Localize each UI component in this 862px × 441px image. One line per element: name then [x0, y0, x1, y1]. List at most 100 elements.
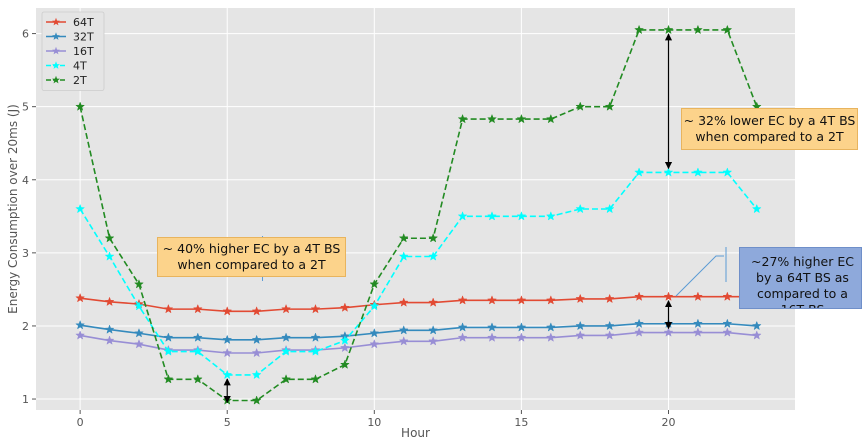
- data-point: [104, 324, 115, 334]
- data-point: [192, 374, 203, 384]
- data-point: [251, 334, 262, 345]
- x-tick-label: 10: [367, 416, 381, 429]
- data-point: [604, 101, 615, 111]
- data-point: [575, 293, 586, 304]
- data-point: [722, 291, 733, 301]
- data-point: [663, 291, 674, 301]
- legend-item-2t: 2T: [46, 74, 87, 87]
- data-point: [339, 359, 350, 369]
- series-line-32t: [80, 322, 757, 341]
- legend-label: 4T: [73, 60, 87, 73]
- data-point: [487, 113, 497, 124]
- data-point: [281, 303, 292, 314]
- x-tick-label: 5: [224, 416, 231, 429]
- annotation-4t-vs-2t-higher: ~ 40% higher EC by a 4T BS when compared…: [157, 237, 346, 277]
- data-point: [634, 327, 645, 337]
- data-point: [75, 292, 86, 303]
- legend-item-32t: 32T: [46, 31, 94, 44]
- data-point: [604, 320, 615, 331]
- legend-item-64t: 64T: [46, 16, 94, 29]
- data-point: [163, 303, 174, 314]
- data-point: [428, 297, 439, 307]
- data-point: [487, 295, 497, 305]
- data-point: [634, 24, 645, 35]
- data-point: [487, 322, 497, 332]
- legend-marker: [52, 17, 60, 26]
- data-point: [634, 291, 645, 301]
- data-point: [281, 374, 292, 384]
- data-point: [575, 101, 586, 111]
- data-point: [428, 233, 439, 243]
- legend-item-4t: 4T: [46, 60, 87, 73]
- data-point: [692, 167, 703, 177]
- data-point: [75, 203, 86, 214]
- data-point: [457, 332, 468, 342]
- data-point: [75, 319, 86, 330]
- data-point: [339, 335, 350, 345]
- data-point: [251, 306, 262, 316]
- data-point: [222, 334, 233, 345]
- data-point: [339, 302, 350, 312]
- data-point: [634, 318, 645, 328]
- legend-marker: [52, 32, 60, 40]
- data-point: [545, 295, 556, 305]
- legend-label: 16T: [73, 45, 94, 58]
- data-point: [663, 167, 674, 177]
- data-point: [134, 339, 144, 349]
- data-point: [575, 330, 586, 340]
- y-tick-label: 3: [22, 247, 29, 260]
- legend-label: 32T: [73, 31, 94, 44]
- data-point: [545, 332, 556, 342]
- data-point: [222, 306, 233, 316]
- data-point: [222, 369, 233, 380]
- data-point: [281, 332, 292, 342]
- data-point: [398, 297, 409, 307]
- series-16t: [75, 327, 762, 358]
- data-point: [428, 325, 439, 335]
- data-point: [222, 347, 233, 358]
- series-4t: [75, 167, 762, 380]
- data-point: [604, 293, 615, 304]
- series-line-64t: [80, 295, 757, 313]
- data-point: [457, 295, 468, 305]
- data-point: [398, 251, 409, 261]
- data-point: [192, 303, 203, 314]
- data-point: [604, 203, 615, 214]
- data-point: [134, 279, 144, 289]
- data-point: [369, 328, 380, 338]
- data-point: [398, 336, 409, 346]
- y-axis-label: Energy Consumption over 20ms (J): [6, 104, 20, 314]
- y-tick-label: 4: [22, 174, 29, 187]
- plot-background: [36, 8, 795, 410]
- data-point: [398, 325, 409, 335]
- data-point: [428, 251, 439, 261]
- data-point: [369, 339, 380, 349]
- x-tick-label: 15: [514, 416, 528, 429]
- data-point: [104, 335, 115, 345]
- data-point: [692, 291, 703, 301]
- data-point: [457, 211, 468, 221]
- data-point: [751, 330, 762, 340]
- legend-marker: [52, 46, 60, 55]
- data-point: [722, 327, 733, 337]
- data-point: [692, 318, 703, 328]
- data-point: [398, 233, 409, 243]
- data-point: [104, 251, 115, 261]
- y-tick-label: 1: [22, 393, 29, 406]
- data-point: [134, 300, 144, 311]
- data-point: [722, 167, 733, 177]
- legend-item-16t: 16T: [46, 45, 94, 58]
- legend-label: 64T: [73, 16, 94, 29]
- series-32t: [75, 318, 762, 345]
- data-point: [516, 113, 527, 124]
- data-point: [545, 113, 556, 124]
- data-point: [104, 296, 115, 307]
- data-point: [487, 332, 497, 342]
- x-tick-label: 0: [77, 416, 84, 429]
- data-point: [192, 346, 203, 356]
- annotation-64t-vs-16t: ~27% higher EC by a 64T BS as compared t…: [739, 247, 862, 309]
- data-point: [310, 374, 321, 384]
- data-point: [134, 328, 144, 338]
